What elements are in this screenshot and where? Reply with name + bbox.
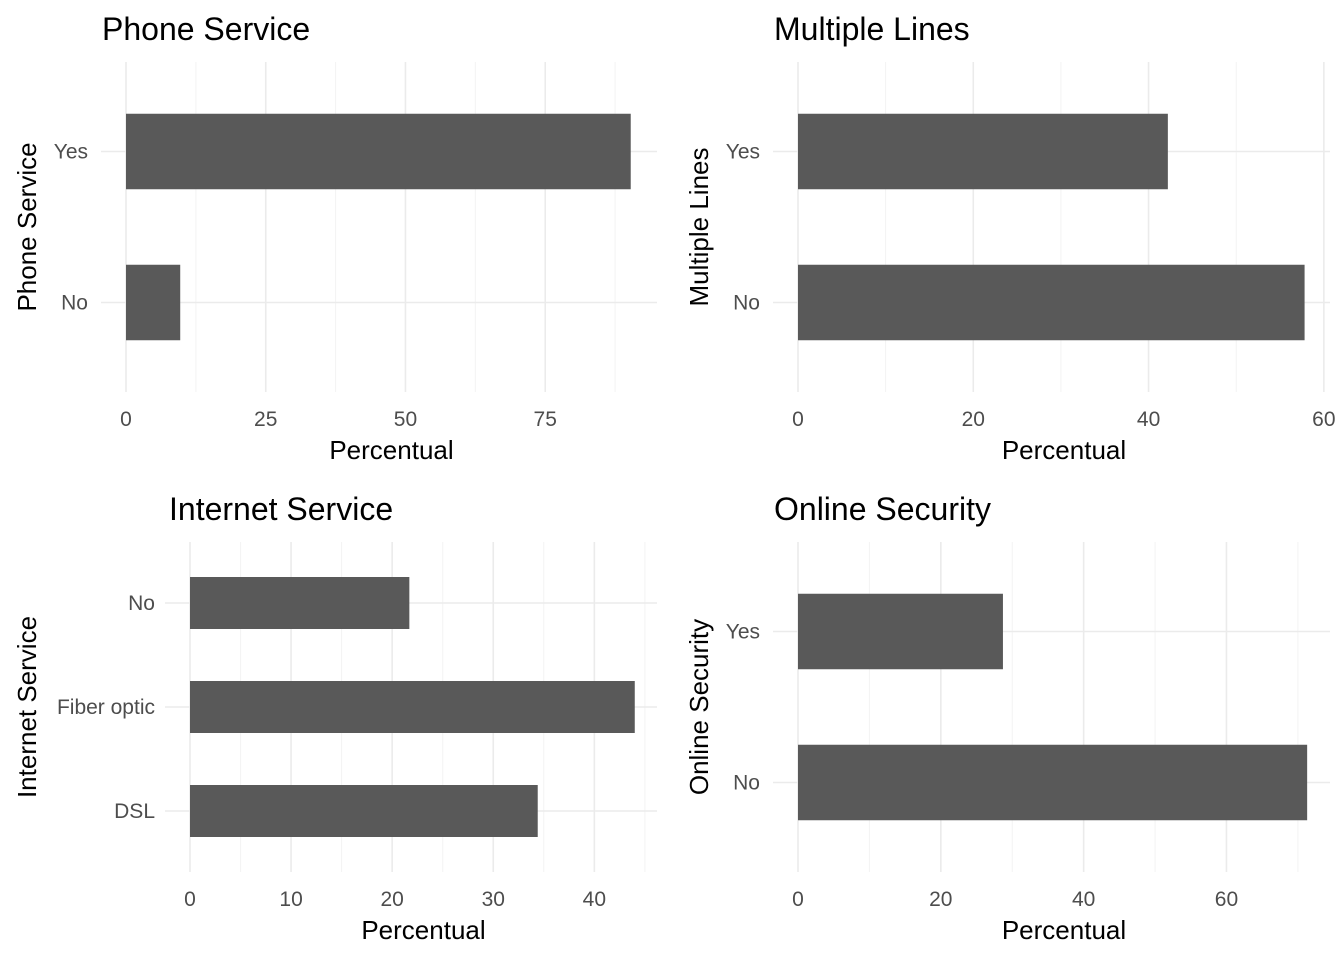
internet-service-x-axis-title: Percentual (361, 915, 485, 945)
phone-service-ytick-label: Yes (54, 141, 88, 164)
online-security-ytick-label: No (733, 772, 760, 795)
multiple-lines-xtick-label: 0 (792, 408, 804, 431)
phone-service-xtick-label: 75 (534, 408, 557, 431)
internet-service-xtick-label: 0 (184, 888, 196, 911)
phone-service-y-axis-title: Phone Service (12, 142, 42, 311)
online-security-x-axis-title: Percentual (1002, 915, 1126, 945)
phone-service-x-axis-title: Percentual (329, 435, 453, 465)
online-security-xtick-label: 60 (1215, 888, 1238, 911)
phone-service-title: Phone Service (102, 11, 310, 47)
online-security-xtick-label: 40 (1072, 888, 1095, 911)
multiple-lines-ytick-label: No (733, 292, 760, 315)
internet-service-bar-no (190, 577, 410, 629)
online-security-bar-yes (798, 593, 1003, 670)
multiple-lines-ytick-label: Yes (726, 141, 760, 164)
phone-service-bar-no (126, 264, 181, 341)
phone-service-ytick-label: No (61, 292, 88, 315)
online-security-xtick-label: 20 (929, 888, 952, 911)
online-security-y-axis-title: Online Security (684, 619, 714, 795)
internet-service-title: Internet Service (169, 491, 393, 527)
phone-service-bar-yes (126, 113, 631, 190)
internet-service-xtick-label: 20 (380, 888, 403, 911)
multiple-lines-title: Multiple Lines (774, 11, 970, 47)
multiple-lines-xtick-label: 40 (1137, 408, 1160, 431)
internet-service-ytick-label: Fiber optic (57, 696, 155, 719)
internet-service-y-axis-title: Internet Service (12, 616, 42, 798)
online-security-xtick-label: 0 (792, 888, 804, 911)
phone-service-xtick-label: 50 (394, 408, 417, 431)
multiple-lines-bar-yes (798, 113, 1168, 190)
internet-service-xtick-label: 10 (279, 888, 302, 911)
multiple-lines-bar-no (798, 264, 1305, 341)
multiple-lines-x-axis-title: Percentual (1002, 435, 1126, 465)
internet-service-ytick-label: DSL (114, 800, 155, 823)
internet-service-xtick-label: 40 (583, 888, 606, 911)
online-security-ytick-label: Yes (726, 621, 760, 644)
multiple-lines-y-axis-title: Multiple Lines (684, 148, 714, 307)
internet-service-bar-fiber-optic (190, 681, 635, 733)
phone-service-xtick-label: 25 (254, 408, 277, 431)
internet-service-xtick-label: 30 (482, 888, 505, 911)
phone-service-xtick-label: 0 (120, 408, 132, 431)
online-security-bar-no (798, 744, 1308, 821)
internet-service-bar-dsl (190, 785, 538, 837)
multiple-lines-xtick-label: 20 (962, 408, 985, 431)
internet-service-ytick-label: No (128, 592, 155, 615)
online-security-title: Online Security (774, 491, 991, 527)
multiple-lines-xtick-label: 60 (1312, 408, 1335, 431)
